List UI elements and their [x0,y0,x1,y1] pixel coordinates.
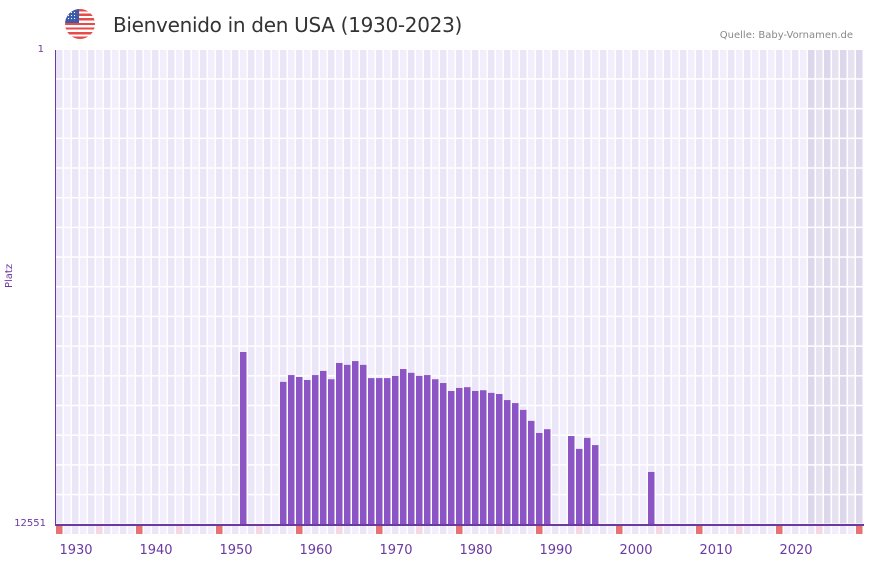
bar-1980[interactable] [472,390,479,525]
bar-1970[interactable] [392,375,399,525]
x-tick-label: 2000 [619,543,653,558]
bar-1956[interactable] [280,381,287,525]
bar-1966[interactable] [360,364,367,525]
bar-1969[interactable] [384,378,391,525]
x-tick-label: 1980 [459,543,493,558]
bar-2002[interactable] [648,471,655,525]
bar-1959[interactable] [304,380,311,525]
bar-1981[interactable] [480,390,487,525]
bar-1968[interactable] [376,378,383,525]
bar-1978[interactable] [456,387,463,525]
bar-1972[interactable] [408,372,415,525]
bar-1983[interactable] [496,394,503,525]
x-tick-label: 1940 [139,543,173,558]
y-tick-bottom: 12551 [14,518,46,529]
bar-1984[interactable] [504,400,511,525]
bar-1993[interactable] [576,448,583,525]
us-flag-icon [65,9,95,39]
y-axis-label: Platz [4,263,15,288]
x-tick-label: 2020 [779,543,813,558]
x-tick-label: 1970 [379,543,413,558]
bar-1974[interactable] [424,375,431,525]
source-credit: Quelle: Baby-Vornamen.de [719,30,853,41]
bar-1992[interactable] [568,436,575,525]
x-axis-line [55,524,864,526]
bar-1989[interactable] [544,429,551,525]
bar-1951[interactable] [240,351,247,525]
x-tick-label: 1950 [219,543,253,558]
bar-1958[interactable] [296,376,303,525]
x-tick-label: 1960 [299,543,333,558]
bar-1961[interactable] [320,370,327,525]
bar-1982[interactable] [488,392,495,525]
bar-1987[interactable] [528,420,535,525]
bar-1976[interactable] [440,383,447,525]
year-markers [56,525,863,534]
bar-1965[interactable] [352,361,359,525]
x-tick-label: 1930 [59,543,93,558]
bar-1963[interactable] [336,362,343,525]
bar-1994[interactable] [584,437,591,525]
bar-1977[interactable] [448,390,455,525]
bar-1975[interactable] [432,379,439,525]
bar-1979[interactable] [464,387,471,525]
x-tick-label: 1990 [539,543,573,558]
x-tick-label: 2010 [699,543,733,558]
bar-1988[interactable] [536,432,543,525]
chart-title: Bienvenido in den USA (1930-2023) [113,13,463,37]
bar-1985[interactable] [512,403,519,525]
bar-1957[interactable] [288,375,295,525]
bar-1962[interactable] [328,379,335,525]
bar-1971[interactable] [400,369,407,525]
plot-area [56,50,863,525]
bar-1995[interactable] [592,445,599,525]
bar-1986[interactable] [520,409,527,525]
y-axis-line [55,50,56,526]
bar-1964[interactable] [344,364,351,525]
y-tick-top: 1 [37,44,44,55]
bar-1967[interactable] [368,378,375,525]
bar-1960[interactable] [312,375,319,525]
bar-1973[interactable] [416,375,423,525]
